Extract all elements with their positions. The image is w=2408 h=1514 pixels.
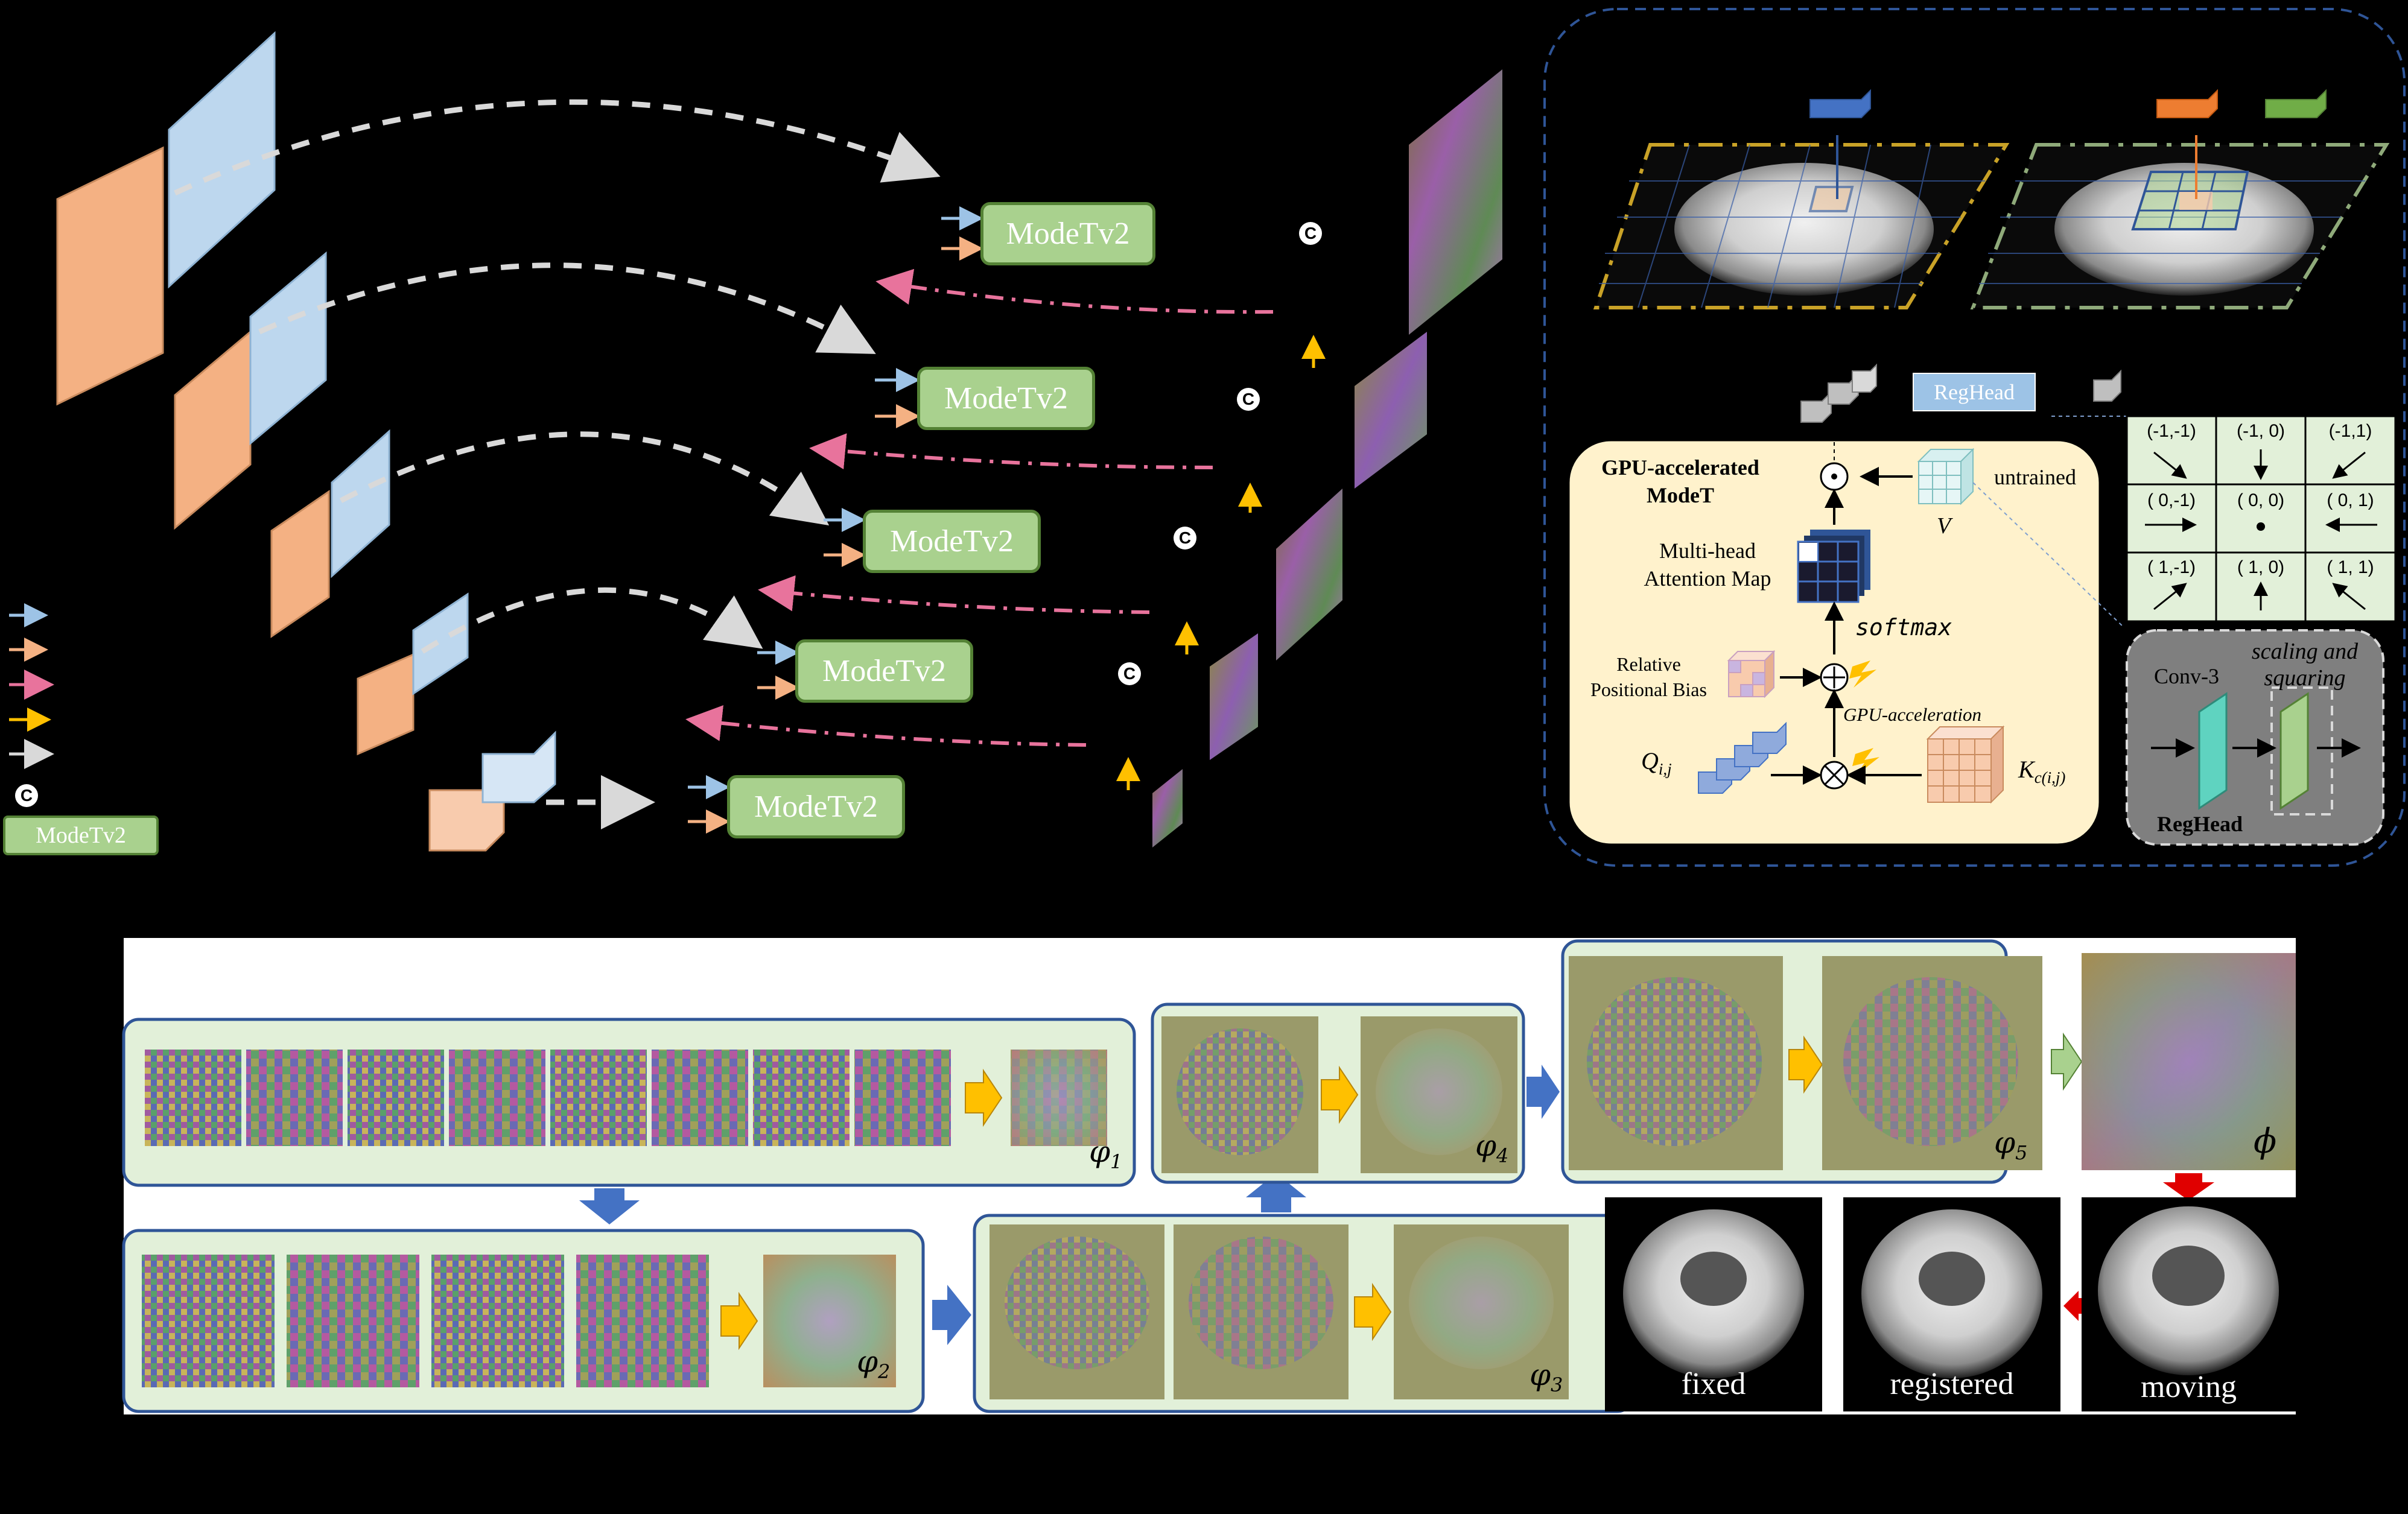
reghead-label: RegHead	[1913, 373, 2036, 411]
phi3-panel	[973, 1214, 1634, 1413]
phi1-panel	[122, 1018, 1136, 1187]
arrow-right-1	[932, 1285, 971, 1345]
legend-modetv2-block: ModeTv2	[3, 816, 159, 855]
scaling-squaring-label: scaling and squaring	[2251, 639, 2359, 691]
phi1-label: φ1	[1089, 1134, 1123, 1173]
arrow-up-1	[1246, 1173, 1306, 1212]
fixed-label: fixed	[1681, 1367, 1746, 1401]
k-label: Kc(i,j)	[2018, 756, 2066, 787]
gpu-modet-internals	[1698, 413, 2005, 804]
brain-grid-right	[1970, 89, 2390, 309]
phi5-panel	[1561, 939, 2042, 1184]
brain-grid-left	[1593, 89, 2010, 309]
moving-image	[2082, 1197, 2296, 1411]
conv3-label: Conv-3	[2154, 664, 2219, 688]
phi4-label: φ4	[1475, 1128, 1509, 1167]
moving-label: moving	[2141, 1370, 2237, 1404]
gpu-title: GPU-accelerated ModeT	[1601, 455, 1759, 507]
q-label: Qi,j	[1641, 747, 1672, 778]
modetv2-block-5: ModeTv2	[727, 775, 905, 838]
module-input-arrows	[688, 206, 983, 834]
concat-symbol-4: C	[1118, 662, 1141, 685]
relative-positional-bias-label: Relative Positional Bias	[1590, 653, 1707, 700]
gpu-acceleration-label: GPU-acceleration	[1843, 704, 1981, 725]
phi-final-label: ϕ	[2254, 1122, 2277, 1161]
fixed-image	[1605, 1197, 1822, 1411]
v-label: V	[1937, 513, 1951, 539]
concat-symbol-1: C	[1299, 222, 1322, 245]
arrow-right-green	[2051, 1032, 2083, 1091]
modetv2-block-4: ModeTv2	[795, 639, 973, 703]
arrow-right-2	[1526, 1065, 1560, 1119]
untrained-label: untrained	[1994, 465, 2076, 489]
legend-arrows	[9, 603, 54, 769]
arrow-down-1	[579, 1188, 640, 1224]
softmax-label: softmax	[1855, 614, 1952, 641]
reghead-panel	[2126, 629, 2384, 846]
phi5-label: φ5	[1994, 1125, 2028, 1164]
reghead-bottom-label: RegHead	[2157, 812, 2243, 836]
registered-label: registered	[1890, 1367, 2014, 1401]
attention-map-label: Multi-head Attention Map	[1644, 539, 1771, 591]
detail-panel-border	[1543, 8, 2406, 867]
concat-symbol-3: C	[1174, 527, 1196, 550]
modetv2-block-1: ModeTv2	[980, 202, 1155, 265]
modetv2-block-3: ModeTv2	[863, 510, 1041, 573]
phi4-panel	[1151, 1002, 1525, 1184]
skip-connections	[174, 99, 941, 829]
encoder-feature-blocks	[56, 31, 556, 852]
grid-connector	[1972, 482, 2124, 628]
phi3-label: φ3	[1530, 1357, 1563, 1396]
phi2-panel	[122, 1229, 925, 1413]
phi2-label: φ2	[857, 1344, 891, 1383]
feedback-arrows	[685, 268, 1274, 747]
offset-grid	[2126, 415, 2397, 622]
deformation-field-slabs	[1152, 69, 1502, 847]
arrow-down-red	[2163, 1173, 2214, 1200]
registered-image	[1843, 1197, 2060, 1411]
offset-grid-labels: (-1,-1) (-1, 0) (-1,1) ( 0,-1) ( 0, 0) (…	[2147, 421, 2374, 577]
feature-cubes-small	[1800, 363, 2121, 423]
concat-symbol-2: C	[1237, 388, 1260, 411]
upsample-arrows	[1116, 335, 1326, 790]
legend-concat-symbol: C	[15, 784, 38, 807]
modetv2-block-2: ModeTv2	[917, 367, 1095, 430]
